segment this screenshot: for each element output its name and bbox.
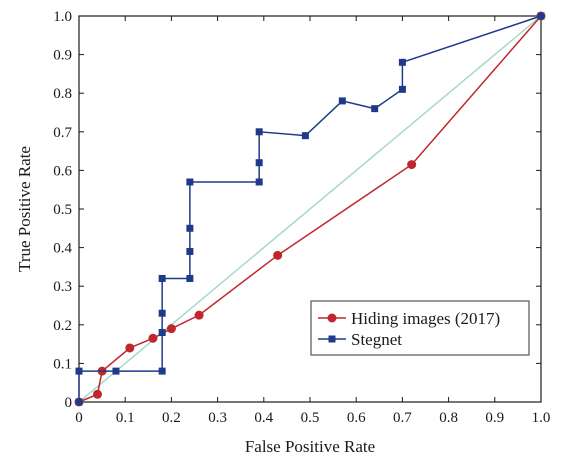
y-tick-label: 0.3 xyxy=(53,279,72,295)
data-point-stegnet xyxy=(158,329,166,337)
series-layer xyxy=(74,11,546,407)
data-point-stegnet xyxy=(398,58,406,66)
data-point-stegnet xyxy=(186,247,194,255)
y-tick-label: 0.9 xyxy=(53,48,72,64)
data-point-stegnet xyxy=(186,224,194,232)
x-tick-label: 0 xyxy=(75,410,83,426)
y-tick-label: 0.7 xyxy=(53,125,72,141)
data-point-hiding-images-2017 xyxy=(148,333,158,343)
y-tick-label: 0.2 xyxy=(53,318,72,334)
y-axis-title: True Positive Rate xyxy=(15,146,34,272)
data-point-stegnet xyxy=(371,105,379,113)
data-point-stegnet xyxy=(158,274,166,282)
legend-marker-hiding xyxy=(327,313,337,323)
data-point-stegnet xyxy=(255,178,263,186)
legend-label-hiding: Hiding images (2017) xyxy=(351,309,500,328)
data-point-stegnet xyxy=(537,12,545,20)
x-tick-label: 0.2 xyxy=(162,410,181,426)
data-point-stegnet xyxy=(301,132,309,140)
plot-area: 0 0.1 0.2 0.3 0.4 0.5 0.6 0.7 0.8 0.9 1.0 0 0.1 0.2 0.… xyxy=(53,9,550,426)
data-point-stegnet xyxy=(398,85,406,93)
data-point-stegnet xyxy=(255,159,263,167)
data-point-hiding-images-2017 xyxy=(194,310,204,320)
y-tick-label: 0.6 xyxy=(53,163,72,179)
y-tick-label: 0 xyxy=(65,395,73,411)
data-point-hiding-images-2017 xyxy=(273,250,283,260)
y-tick-label: 0.4 xyxy=(53,241,72,257)
data-point-hiding-images-2017 xyxy=(92,389,102,399)
legend-label-stegnet: Stegnet xyxy=(351,330,402,349)
x-tick-label: 0.7 xyxy=(393,410,412,426)
x-tick-label: 0.6 xyxy=(347,410,366,426)
y-tick-label: 0.1 xyxy=(53,356,72,372)
data-point-stegnet xyxy=(186,274,194,282)
x-tick-label: 1.0 xyxy=(532,410,551,426)
axis-ticks: 0 0.1 0.2 0.3 0.4 0.5 0.6 0.7 0.8 0.9 1.0 0 0.1 0.2 0.… xyxy=(53,9,550,426)
data-point-hiding-images-2017 xyxy=(125,343,135,353)
data-point-hiding-images-2017 xyxy=(407,160,417,170)
data-point-stegnet xyxy=(112,367,120,375)
legend-marker-stegnet xyxy=(328,335,336,343)
y-tick-label: 1.0 xyxy=(53,9,72,25)
x-tick-label: 0.9 xyxy=(485,410,504,426)
x-tick-label: 0.4 xyxy=(254,410,273,426)
data-point-stegnet xyxy=(158,309,166,317)
x-tick-label: 0.5 xyxy=(301,410,320,426)
series-line-stegnet xyxy=(78,15,542,402)
x-tick-label: 0.3 xyxy=(208,410,227,426)
x-tick-label: 0.8 xyxy=(439,410,458,426)
data-point-stegnet xyxy=(158,367,166,375)
legend-box xyxy=(310,300,530,356)
data-point-stegnet xyxy=(338,97,346,105)
data-point-stegnet xyxy=(186,178,194,186)
data-point-hiding-images-2017 xyxy=(166,324,176,334)
data-point-stegnet xyxy=(75,398,83,406)
data-point-stegnet xyxy=(75,367,83,375)
legend: Hiding images (2017) Stegnet xyxy=(310,300,530,356)
y-tick-label: 0.5 xyxy=(53,202,72,218)
data-point-stegnet xyxy=(255,128,263,136)
x-axis-title: False Positive Rate xyxy=(245,437,375,456)
x-tick-label: 0.1 xyxy=(116,410,135,426)
y-tick-label: 0.8 xyxy=(53,86,72,102)
